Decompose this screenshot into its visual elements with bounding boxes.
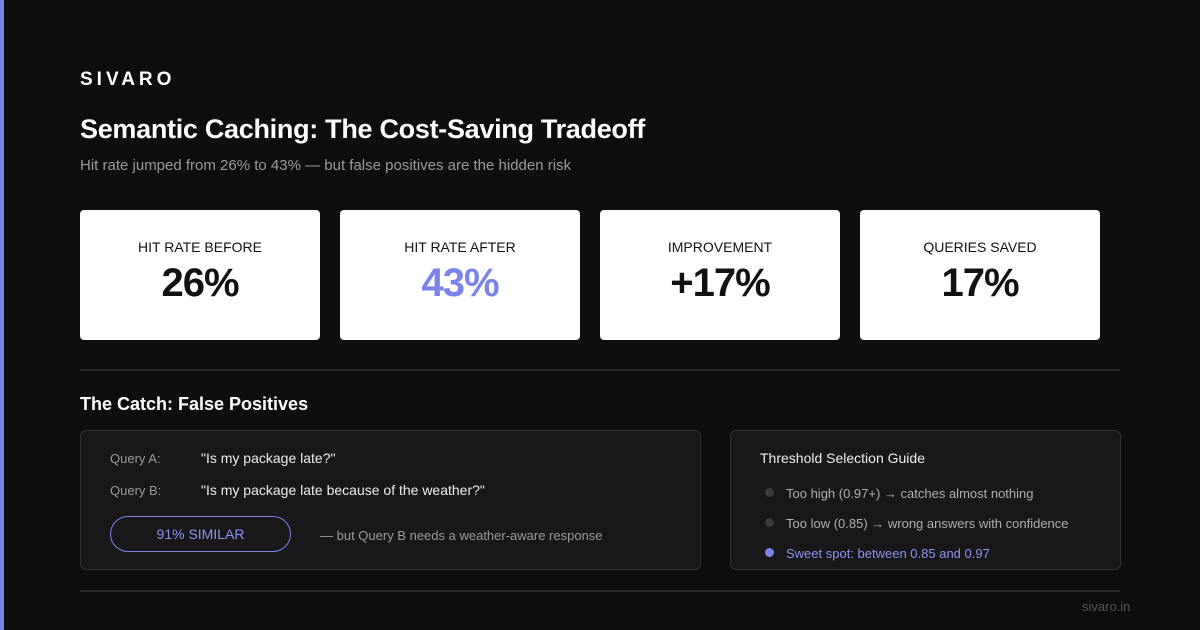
metric-value: 43% [421,261,499,305]
footer: sivaro.in [1082,599,1131,614]
title: Semantic Caching: The Cost-Saving Tradeo… [80,114,645,144]
metric-label: IMPROVEMENT [667,239,773,255]
metric-label: QUERIES SAVED [923,239,1037,255]
similarity-badge: 91% SIMILAR [110,516,291,552]
subtitle: Hit rate jumped from 26% to 43% — but fa… [80,157,572,174]
metric-label: HIT RATE BEFORE [138,239,262,255]
accent-bar [0,0,4,630]
guide-item: Too high (0.97+) → catches almost nothin… [786,486,1034,501]
metric-card: HIT RATE AFTER 43% [340,210,580,340]
bullet [765,488,774,497]
metric-card: QUERIES SAVED 17% [860,210,1100,340]
guide-item: Sweet spot: between 0.85 and 0.97 [786,546,990,561]
metric-card: IMPROVEMENT +17% [600,210,840,340]
metric-card: HIT RATE BEFORE 26% [80,210,320,340]
metric-value: 26% [161,261,239,305]
guide-item: Too low (0.85) → wrong answers with conf… [786,516,1069,531]
query-text: "Is my package late because of the weath… [201,482,485,498]
bullet [765,518,774,527]
divider [80,369,1120,371]
metric-value: +17% [670,261,770,305]
section-title: The Catch: False Positives [80,394,309,414]
guide-title: Threshold Selection Guide [760,450,925,466]
query-label: Query B: [110,483,162,498]
bullet [765,548,774,557]
metric-label: HIT RATE AFTER [404,239,516,255]
guide-panel: Threshold Selection Guide Too high (0.97… [730,430,1121,570]
note: — but Query B needs a weather-aware resp… [320,528,603,543]
divider [80,590,1120,592]
query-text: "Is my package late?" [201,450,336,466]
brand: SIVARO [80,69,176,90]
query-label: Query A: [110,451,161,466]
example-panel: Query A: "Is my package late?" Query B: … [80,430,701,570]
metric-value: 17% [941,261,1019,305]
